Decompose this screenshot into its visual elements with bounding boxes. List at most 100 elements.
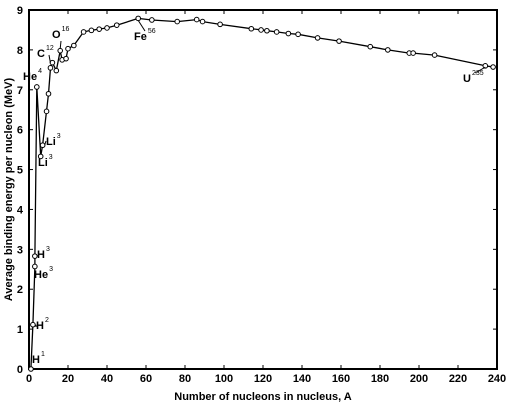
x-tick-label: 100 [215,373,233,385]
y-tick-label: 7 [17,85,23,97]
annotation-mass: 3 [57,133,61,140]
plot-frame [28,9,498,370]
data-point [113,22,120,28]
annotation-u-235: U 235 [463,66,486,85]
annotation-li-3: Li 3 [38,154,53,169]
annotation-he-3: He 3 [34,266,53,281]
data-point [314,35,321,41]
data-point [53,67,60,74]
y-tick-label: 8 [17,45,23,57]
data-point [410,50,416,56]
x-axis-title: Number of nucleons in nucleus, A [174,391,352,403]
x-tick-label: 240 [488,373,506,385]
annotation-symbol: C [37,48,45,60]
annotation-leader-line [59,40,62,49]
annotation-he-4: He 4 [23,68,42,83]
data-point [482,63,489,69]
x-tick-label: 80 [179,373,191,385]
annotation-leader-line [474,66,486,74]
annotation-leader-line [137,20,146,32]
data-point [285,30,292,37]
y-tick-label: 6 [17,125,23,137]
y-tick-label: 3 [17,244,23,256]
annotation-leader-line [44,140,47,146]
data-point [193,16,200,23]
data-point [28,366,34,372]
annotation-symbol: H [37,249,45,261]
data-point [174,18,180,25]
data-point [37,153,44,160]
annotation-symbol: He [23,71,37,83]
annotation-mass: 3 [49,154,53,161]
annotation-mass: 16 [62,26,70,33]
annotation-symbol: Fe [134,31,147,43]
axes [28,9,498,370]
data-point [71,42,77,49]
annotation-symbol: H [32,354,40,366]
data-point [47,65,54,71]
x-tick-label: 40 [101,373,113,385]
data-point [490,64,496,70]
data-point [45,90,52,97]
data-point [39,142,46,149]
data-point [149,17,155,23]
data-point [336,38,342,44]
data-point [385,47,391,53]
annotation-leader-line [37,254,40,257]
data-point [32,253,38,259]
annotation-symbol: O [52,29,61,41]
x-tick-label: 0 [26,373,32,385]
annotation-symbol: U [463,73,471,85]
annotation-c-12: C 12 [37,45,54,63]
annotation-mass: 12 [46,45,54,52]
x-tick-label: 160 [332,373,350,385]
data-point [32,263,38,270]
data-point [367,43,374,50]
annotation-li-3: Li 3 [44,133,61,148]
data-point [104,25,110,31]
x-tick-label: 180 [371,373,389,385]
y-axis-title: Average binding energy per nucleon (MeV) [3,78,15,302]
data-point [88,27,95,34]
annotation-symbol: H [36,320,44,332]
data-point [273,29,280,35]
data-point [57,47,64,54]
y-tick-label: 0 [17,364,23,376]
data-point [258,27,264,33]
data-point [295,31,301,38]
x-tick-label: 20 [62,373,74,385]
annotation-mass: 56 [148,28,156,35]
annotation-mass: 4 [38,68,42,75]
data-point [135,15,141,22]
annotation-symbol: Li [38,157,48,169]
annotation-mass: 2 [45,317,49,324]
data-point [80,29,87,35]
x-tick-label: 220 [449,373,467,385]
data-point [49,59,56,66]
data-point [248,25,255,32]
series [28,15,496,372]
x-tick-label: 140 [293,373,311,385]
data-point [96,26,102,32]
y-tick-label: 1 [17,324,23,336]
annotation-mass: 1 [41,351,45,358]
data-point [431,52,438,58]
data-point [264,27,270,34]
annotation-fe-56: Fe 56 [134,20,156,43]
data-point [34,84,40,90]
series-line [30,17,494,370]
y-tick-label: 5 [17,165,23,177]
x-tick-label: 200 [410,373,428,385]
data-point [63,55,69,62]
y-tick-label: 9 [17,5,23,17]
y-tick-label: 4 [17,204,24,216]
data-point [199,18,206,25]
x-tick-label: 60 [140,373,152,385]
annotation-mass: 3 [46,246,50,253]
ticks: 0 20 40 60 80 100 120 140 160 180 200 220 2400123456… [17,5,506,385]
data-point [43,108,50,115]
